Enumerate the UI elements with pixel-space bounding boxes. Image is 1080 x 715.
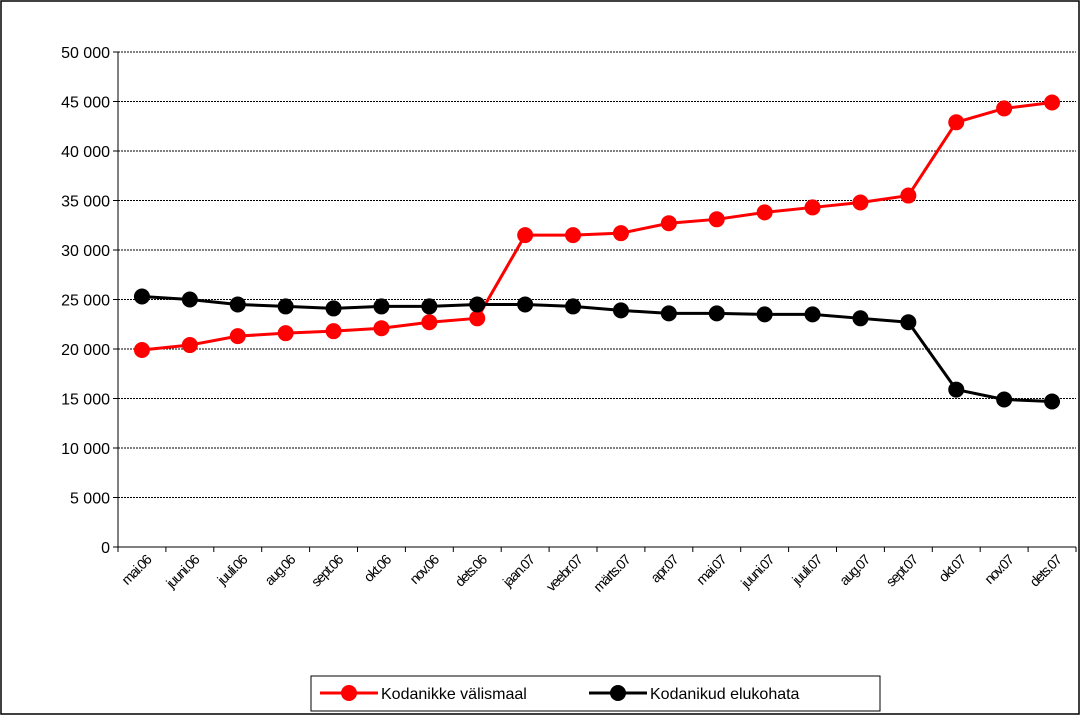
legend-label-series-2: Kodanikud elukohata bbox=[650, 686, 800, 703]
data-point-series-2 bbox=[277, 298, 294, 315]
data-point-series-2 bbox=[133, 288, 150, 305]
y-tick-label: 35 000 bbox=[61, 194, 110, 211]
data-point-series-1 bbox=[1044, 94, 1061, 111]
y-tick-label: 50 000 bbox=[61, 45, 110, 62]
data-point-series-2 bbox=[612, 302, 629, 319]
data-point-series-1 bbox=[948, 114, 965, 131]
gridlines bbox=[118, 51, 1076, 498]
data-point-series-2 bbox=[900, 314, 917, 331]
data-point-series-1 bbox=[852, 194, 869, 211]
data-point-series-1 bbox=[133, 341, 150, 358]
data-point-series-1 bbox=[277, 325, 294, 342]
data-point-series-2 bbox=[181, 291, 198, 308]
data-point-series-2 bbox=[373, 298, 390, 315]
y-tick-label: 25 000 bbox=[61, 293, 110, 310]
data-point-series-1 bbox=[181, 337, 198, 354]
y-tick-label: 20 000 bbox=[61, 342, 110, 359]
data-point-series-1 bbox=[996, 100, 1013, 117]
y-tick-label: 40 000 bbox=[61, 144, 110, 161]
legend: Kodanikke välismaal Kodanikud elukohata bbox=[310, 675, 881, 712]
data-point-series-1 bbox=[421, 314, 438, 331]
y-tick-label: 30 000 bbox=[61, 243, 110, 260]
data-point-series-2 bbox=[804, 306, 821, 323]
y-tick-label: 10 000 bbox=[61, 441, 110, 458]
data-point-series-1 bbox=[660, 215, 677, 232]
y-tick-label: 0 bbox=[101, 540, 110, 557]
data-point-series-2 bbox=[756, 306, 773, 323]
data-point-series-1 bbox=[229, 328, 246, 345]
data-point-series-2 bbox=[421, 298, 438, 315]
y-tick-label: 15 000 bbox=[61, 392, 110, 409]
data-point-series-1 bbox=[565, 227, 582, 244]
data-point-series-2 bbox=[325, 300, 342, 317]
data-point-series-1 bbox=[756, 204, 773, 221]
y-tick-label: 5 000 bbox=[70, 491, 110, 508]
legend-red-marker bbox=[341, 685, 357, 701]
data-point-series-1 bbox=[612, 225, 629, 242]
data-point-series-2 bbox=[565, 298, 582, 315]
data-point-series-2 bbox=[517, 296, 534, 313]
data-point-series-2 bbox=[229, 296, 246, 313]
data-point-series-2 bbox=[469, 296, 486, 313]
data-point-series-2 bbox=[852, 310, 869, 327]
data-point-series-1 bbox=[373, 320, 390, 337]
legend-label-series-1: Kodanikke välismaal bbox=[381, 686, 527, 703]
data-point-series-1 bbox=[708, 211, 725, 228]
y-tick-label: 45 000 bbox=[61, 95, 110, 112]
data-point-series-2 bbox=[948, 381, 965, 398]
data-point-series-2 bbox=[996, 391, 1013, 408]
data-point-series-1 bbox=[804, 199, 821, 216]
data-point-series-2 bbox=[660, 305, 677, 322]
data-point-series-2 bbox=[1044, 393, 1061, 410]
legend-black-marker bbox=[610, 685, 626, 701]
data-point-series-1 bbox=[325, 323, 342, 340]
series-lines bbox=[133, 94, 1061, 410]
data-point-series-1 bbox=[900, 187, 917, 204]
data-point-series-1 bbox=[469, 310, 486, 327]
data-point-series-2 bbox=[708, 305, 725, 322]
data-point-series-1 bbox=[517, 227, 534, 244]
